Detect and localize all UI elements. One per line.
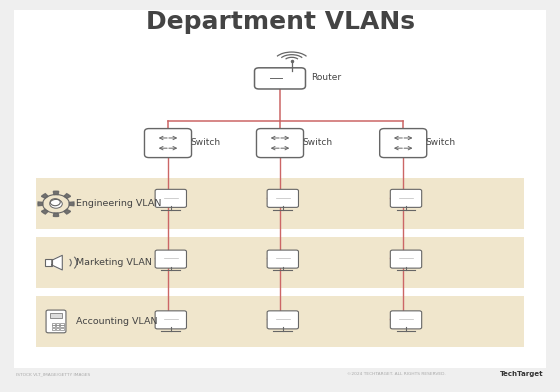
- Text: Engineering VLAN: Engineering VLAN: [76, 200, 161, 208]
- Text: ©2024 TECHTARGET. ALL RIGHTS RESERVED.: ©2024 TECHTARGET. ALL RIGHTS RESERVED.: [347, 372, 446, 376]
- Bar: [50, 314, 62, 318]
- Bar: [36, 237, 524, 288]
- Polygon shape: [53, 191, 59, 194]
- Polygon shape: [64, 209, 71, 214]
- Text: Switch: Switch: [302, 138, 333, 147]
- FancyBboxPatch shape: [390, 250, 422, 268]
- Bar: [56, 323, 59, 325]
- Polygon shape: [38, 202, 43, 206]
- Bar: [52, 325, 55, 327]
- FancyBboxPatch shape: [380, 129, 427, 158]
- Polygon shape: [69, 202, 74, 206]
- Polygon shape: [64, 194, 71, 198]
- Text: Department VLANs: Department VLANs: [146, 9, 414, 34]
- Polygon shape: [53, 213, 59, 216]
- Bar: [52, 323, 55, 325]
- FancyBboxPatch shape: [155, 189, 186, 207]
- FancyBboxPatch shape: [144, 129, 192, 158]
- FancyBboxPatch shape: [254, 68, 306, 89]
- FancyBboxPatch shape: [390, 189, 422, 207]
- Text: Switch: Switch: [426, 138, 456, 147]
- Text: Accounting VLAN: Accounting VLAN: [76, 317, 157, 326]
- Text: ISTOCK VLT_IMAGE/GETTY IMAGES: ISTOCK VLT_IMAGE/GETTY IMAGES: [16, 372, 90, 376]
- Polygon shape: [41, 209, 48, 214]
- Bar: [60, 323, 63, 325]
- FancyBboxPatch shape: [390, 311, 422, 329]
- FancyBboxPatch shape: [155, 250, 186, 268]
- Bar: [56, 325, 59, 327]
- FancyBboxPatch shape: [14, 10, 546, 368]
- Bar: [36, 296, 524, 347]
- FancyBboxPatch shape: [45, 259, 52, 266]
- Text: Marketing VLAN: Marketing VLAN: [76, 258, 151, 267]
- FancyBboxPatch shape: [267, 311, 298, 329]
- FancyBboxPatch shape: [155, 311, 186, 329]
- Text: Switch: Switch: [190, 138, 221, 147]
- Bar: [60, 325, 63, 327]
- Bar: [56, 328, 59, 330]
- Text: TechTarget: TechTarget: [500, 371, 543, 377]
- Polygon shape: [52, 255, 62, 270]
- Polygon shape: [41, 194, 48, 198]
- FancyBboxPatch shape: [267, 189, 298, 207]
- Bar: [60, 328, 63, 330]
- FancyBboxPatch shape: [267, 250, 298, 268]
- FancyBboxPatch shape: [256, 129, 304, 158]
- Text: Router: Router: [311, 73, 341, 82]
- Bar: [52, 328, 55, 330]
- FancyBboxPatch shape: [46, 310, 66, 333]
- Circle shape: [50, 200, 62, 208]
- Bar: [36, 178, 524, 229]
